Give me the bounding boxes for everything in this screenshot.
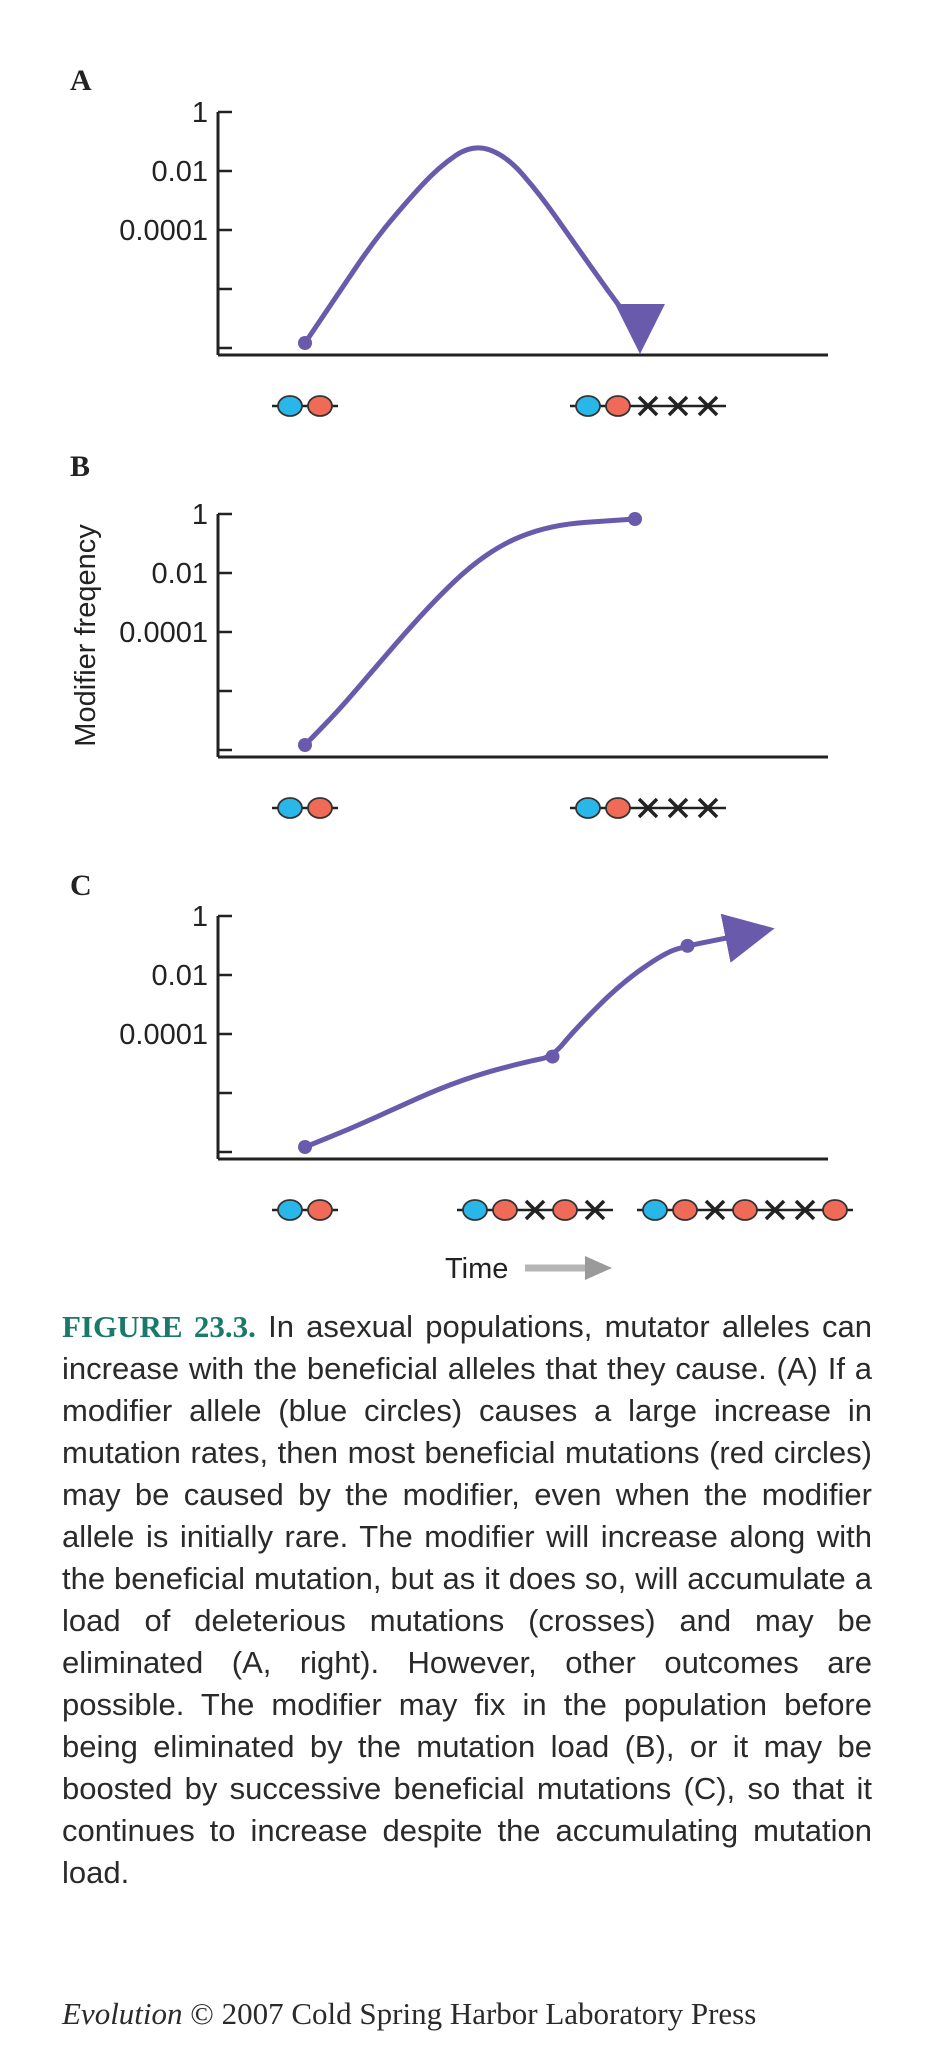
y-tick-label: 1 (192, 97, 208, 129)
beneficial-allele-red-circle (307, 395, 333, 417)
genotype-end (637, 1199, 853, 1221)
y-tick-label: 0.0001 (119, 215, 208, 247)
deleterious-cross-icon (667, 797, 689, 819)
figure-caption: FIGURE 23.3. In asexual populations, mut… (62, 1306, 872, 1894)
modifier-frequency-curve (302, 913, 775, 1150)
deleterious-cross-icon (637, 395, 659, 417)
curve-start-point (298, 1140, 312, 1154)
panel-c: C 1 0.01 0.0001 Time (70, 869, 853, 1285)
credit-publisher: © 2007 Cold Spring Harbor Laboratory Pre… (190, 1996, 757, 2031)
modifier-allele-blue-circle (575, 797, 601, 819)
panel-b: B 1 0.01 0.0001 Modifier freqency (70, 450, 828, 819)
panel-a: A 1 0.01 0.0001 (70, 64, 828, 417)
beneficial-allele-red-circle (552, 1199, 578, 1221)
deleterious-cross-icon (667, 395, 689, 417)
y-tick-label: 0.01 (152, 156, 208, 188)
deleterious-cross-icon (524, 1199, 546, 1221)
modifier-frequency-curve (302, 516, 638, 748)
beneficial-allele-red-circle (822, 1199, 848, 1221)
beneficial-allele-red-circle (307, 797, 333, 819)
beneficial-allele-red-circle (307, 1199, 333, 1221)
modifier-allele-blue-circle (277, 1199, 303, 1221)
beneficial-allele-red-circle (605, 797, 631, 819)
deleterious-cross-icon (697, 395, 719, 417)
genotype-start (272, 395, 338, 417)
beneficial-allele-red-circle (672, 1199, 698, 1221)
beneficial-allele-red-circle (732, 1199, 758, 1221)
beneficial-boost-point (545, 1049, 560, 1064)
time-arrow-icon (585, 1256, 612, 1280)
panel-letter: A (70, 64, 92, 97)
y-tick-label: 1 (192, 901, 208, 933)
beneficial-allele-red-circle (492, 1199, 518, 1221)
modifier-frequency-curve (302, 145, 652, 351)
y-tick-label: 0.01 (152, 960, 208, 992)
modifier-allele-blue-circle (277, 797, 303, 819)
beneficial-boost-point (680, 938, 695, 953)
caption-label: FIGURE 23.3. (62, 1309, 256, 1344)
beneficial-allele-red-circle (605, 395, 631, 417)
curve-start-point (298, 738, 312, 752)
panel-letter: C (70, 869, 92, 902)
modifier-allele-blue-circle (462, 1199, 488, 1221)
genotype-end (570, 797, 726, 819)
genotype-middle (457, 1199, 613, 1221)
y-tick-label: 0.0001 (119, 1019, 208, 1051)
genotype-start (272, 797, 338, 819)
caption-text: In asexual populations, mutator alleles … (62, 1309, 872, 1890)
y-tick-label: 1 (192, 499, 208, 531)
y-tick-label: 0.0001 (119, 617, 208, 649)
figure-svg: A 1 0.01 0.0001 B 1 0.01 0.0001 Modifier freqenc… (70, 64, 853, 1285)
modifier-allele-blue-circle (575, 395, 601, 417)
deleterious-cross-icon (764, 1199, 786, 1221)
copyright-credit: Evolution © 2007 Cold Spring Harbor Labo… (62, 1996, 882, 2032)
x-axis-label: Time (445, 1253, 508, 1285)
deleterious-cross-icon (584, 1199, 606, 1221)
credit-book-title: Evolution (62, 1996, 183, 2031)
y-axis-label: Modifier freqency (70, 524, 102, 747)
modifier-allele-blue-circle (642, 1199, 668, 1221)
modifier-allele-blue-circle (277, 395, 303, 417)
deleterious-cross-icon (637, 797, 659, 819)
deleterious-cross-icon (794, 1199, 816, 1221)
panel-letter: B (70, 450, 90, 483)
y-tick-label: 0.01 (152, 558, 208, 590)
curve-start-point (298, 336, 312, 350)
genotype-start (272, 1199, 338, 1221)
curve-end-point (628, 512, 642, 526)
genotype-end (570, 395, 726, 417)
deleterious-cross-icon (697, 797, 719, 819)
deleterious-cross-icon (704, 1199, 726, 1221)
